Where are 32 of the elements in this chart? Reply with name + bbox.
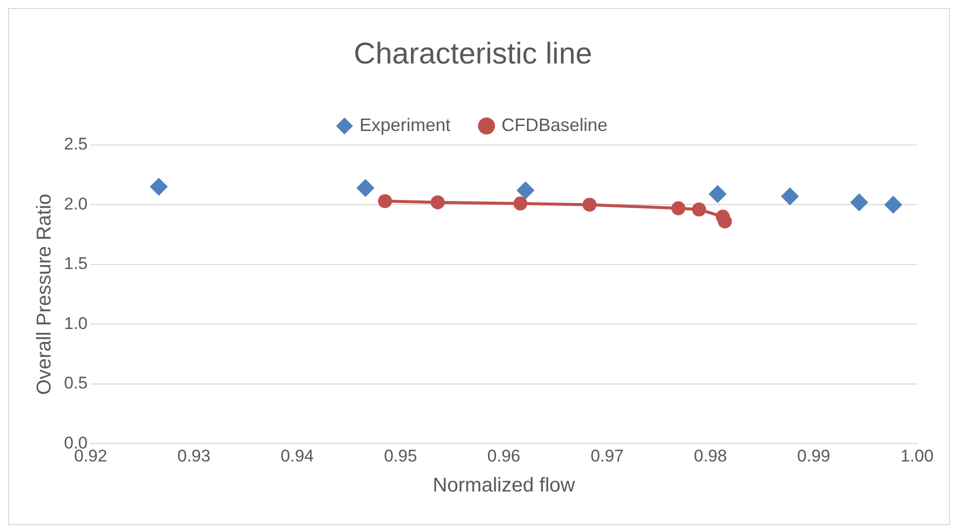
x-axis-title: Normalized flow [432,474,576,497]
point [708,184,727,203]
point [884,196,902,214]
y-tick-label: 0.5 [64,374,88,393]
y-tick-label: 2.5 [64,134,88,154]
point [513,196,528,211]
point [430,195,445,210]
legend-label: CFDBaseline [502,114,608,135]
point [718,214,732,228]
point [356,179,374,197]
y-tick-label: 2.0 [64,194,88,214]
point [378,194,392,208]
chart-title: Characteristic line [354,37,592,70]
point [850,193,868,212]
point [671,201,686,216]
point [582,198,597,212]
point [780,187,799,206]
point [516,181,535,200]
y-tick-label: 1.0 [64,314,88,333]
point [150,178,168,196]
x-tick-label: 0.96 [487,446,520,466]
y-tick-label: 1.5 [64,254,88,274]
x-tick-label: 0.98 [694,446,727,466]
x-tick-label: 0.97 [590,446,624,466]
x-tick-label: 0.93 [177,446,210,466]
x-tick-label: 1.00 [900,446,934,466]
legend-label: Experiment [359,114,451,135]
point [692,202,706,216]
x-tick-label: 0.94 [280,446,314,466]
x-tick-label: 0.95 [384,446,418,466]
x-tick-label: 0.99 [797,446,830,466]
y-axis-title: Overall Pressure Ratio [34,194,56,395]
